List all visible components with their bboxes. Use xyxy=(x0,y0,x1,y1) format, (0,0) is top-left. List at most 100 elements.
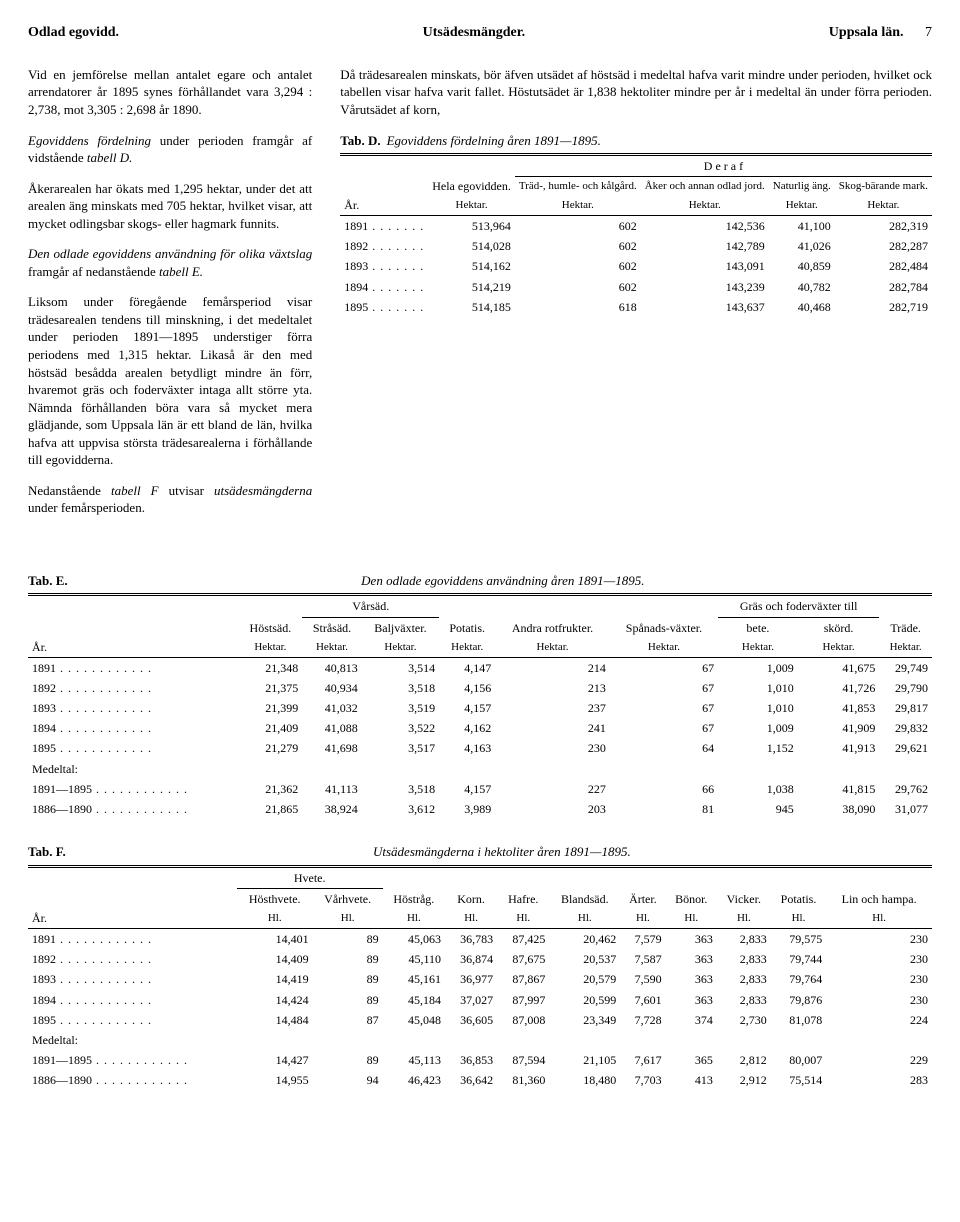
para-4-ref: tabell E. xyxy=(159,264,203,279)
cell: 40,813 xyxy=(302,657,361,678)
tabE-col-stra: Stråsäd. xyxy=(302,617,361,638)
body-columns: Vid en jemförelse mellan antalet egare o… xyxy=(28,53,932,530)
cell: 2,833 xyxy=(717,990,771,1010)
cell: 79,876 xyxy=(771,990,827,1010)
cell: 241 xyxy=(495,718,610,738)
tabF-col-lin: Lin och hampa. xyxy=(826,866,932,909)
tabD-u3: Hektar. xyxy=(641,196,769,215)
tabF-col-hhv: Hösthvete. xyxy=(237,888,313,909)
tabF-col-vhv: Vårhvete. xyxy=(313,888,383,909)
para-4: Den odlade egoviddens användning för oli… xyxy=(28,245,312,280)
page-header: Odlad egovidd. Utsädesmängder. Uppsala l… xyxy=(28,24,932,43)
table-d: År. Hela egovidden. D e r a f Träd-, hum… xyxy=(340,153,932,317)
cell: 365 xyxy=(666,1050,717,1070)
cell: 7,601 xyxy=(620,990,665,1010)
tab-d-caption: Egoviddens fördelning åren 1891—1895. xyxy=(387,132,601,150)
cell: 41,675 xyxy=(798,657,880,678)
cell: 602 xyxy=(515,236,641,256)
table-row: 189221,37540,9343,5184,156213671,01041,7… xyxy=(28,678,932,698)
cell-year: 1893 xyxy=(28,698,239,718)
cell: 3,612 xyxy=(362,799,439,819)
cell: 2,912 xyxy=(717,1070,771,1090)
cell: 282,287 xyxy=(835,236,932,256)
cell: 4,157 xyxy=(439,698,495,718)
cell: 29,621 xyxy=(879,738,932,758)
cell: 14,409 xyxy=(237,949,313,969)
cell-year: 1891—1895 xyxy=(28,779,239,799)
para-6-e: under femårsperioden. xyxy=(28,500,145,515)
tabE-u2: Hektar. xyxy=(302,638,361,657)
cell: 203 xyxy=(495,799,610,819)
tabF-col-bonor: Bönor. xyxy=(666,866,717,909)
cell-year: 1891 xyxy=(340,215,428,236)
cell: 143,239 xyxy=(641,277,769,297)
cell: 2,833 xyxy=(717,949,771,969)
cell: 20,599 xyxy=(549,990,620,1010)
cell-year: 1894 xyxy=(340,277,428,297)
cell: 81,078 xyxy=(771,1010,827,1030)
cell: 40,934 xyxy=(302,678,361,698)
header-right-text: Uppsala län. xyxy=(829,25,904,40)
cell: 7,587 xyxy=(620,949,665,969)
cell: 7,579 xyxy=(620,928,665,949)
tabF-u8: Hl. xyxy=(666,909,717,928)
medel-label: Medeltal: xyxy=(28,759,932,779)
para-4-ital: Den odlade egoviddens användning för oli… xyxy=(28,246,312,261)
cell-year: 1895 xyxy=(28,1010,237,1030)
tab-f-heading: Tab. F. Utsädesmängderna i hektoliter år… xyxy=(28,843,932,861)
cell: 3,519 xyxy=(362,698,439,718)
cell: 41,909 xyxy=(798,718,880,738)
cell: 230 xyxy=(826,928,932,949)
table-row: 1886—189014,9559446,42336,64281,36018,48… xyxy=(28,1070,932,1090)
cell: 89 xyxy=(313,990,383,1010)
tabF-col-pot: Potatis. xyxy=(771,866,827,909)
tabF-col-hrag: Höstråg. xyxy=(383,866,445,909)
tab-e-caption: Den odlade egoviddens användning åren 18… xyxy=(361,572,644,590)
cell-year: 1886—1890 xyxy=(28,1070,237,1090)
cell: 2,812 xyxy=(717,1050,771,1070)
tabF-u5: Hl. xyxy=(497,909,549,928)
cell: 514,219 xyxy=(428,277,515,297)
cell: 3,518 xyxy=(362,779,439,799)
cell: 282,319 xyxy=(835,215,932,236)
cell: 20,537 xyxy=(549,949,620,969)
para-2: Egoviddens fördelning under perioden fra… xyxy=(28,132,312,167)
cell-year: 1893 xyxy=(28,969,237,989)
cell: 4,162 xyxy=(439,718,495,738)
cell: 36,853 xyxy=(445,1050,497,1070)
tabE-col-span: Spånads-växter. xyxy=(610,595,718,638)
cell: 237 xyxy=(495,698,610,718)
cell: 21,399 xyxy=(239,698,303,718)
cell: 87,675 xyxy=(497,949,549,969)
cell: 413 xyxy=(666,1070,717,1090)
tabE-col-trade: Träde. xyxy=(879,595,932,638)
cell: 14,419 xyxy=(237,969,313,989)
cell: 945 xyxy=(718,799,798,819)
cell-year: 1894 xyxy=(28,718,239,738)
cell: 29,817 xyxy=(879,698,932,718)
cell: 2,730 xyxy=(717,1010,771,1030)
tabD-u2: Hektar. xyxy=(515,196,641,215)
table-f: År. Hvete. Höstråg. Korn. Hafre. Blandsä… xyxy=(28,865,932,1091)
cell: 7,590 xyxy=(620,969,665,989)
tabE-u3: Hektar. xyxy=(362,638,439,657)
cell: 79,764 xyxy=(771,969,827,989)
cell-year: 1892 xyxy=(340,236,428,256)
tab-d-label: Tab. D. xyxy=(340,132,380,150)
tabE-u4: Hektar. xyxy=(439,638,495,657)
tab-e-heading: Tab. E. Den odlade egoviddens användning… xyxy=(28,572,932,590)
tabF-u1: Hl. xyxy=(237,909,313,928)
cell: 38,924 xyxy=(302,799,361,819)
cell-year: 1886—1890 xyxy=(28,799,239,819)
table-row: 1891—189521,36241,1133,5184,157227661,03… xyxy=(28,779,932,799)
cell: 514,162 xyxy=(428,256,515,276)
cell: 227 xyxy=(495,779,610,799)
para-3: Åkerarealen har ökats med 1,295 hektar, … xyxy=(28,180,312,233)
cell: 513,964 xyxy=(428,215,515,236)
cell: 230 xyxy=(826,949,932,969)
cell: 31,077 xyxy=(879,799,932,819)
cell: 142,789 xyxy=(641,236,769,256)
tabE-col-pot: Potatis. xyxy=(439,595,495,638)
tabF-col-year: År. xyxy=(28,866,237,928)
cell: 14,424 xyxy=(237,990,313,1010)
